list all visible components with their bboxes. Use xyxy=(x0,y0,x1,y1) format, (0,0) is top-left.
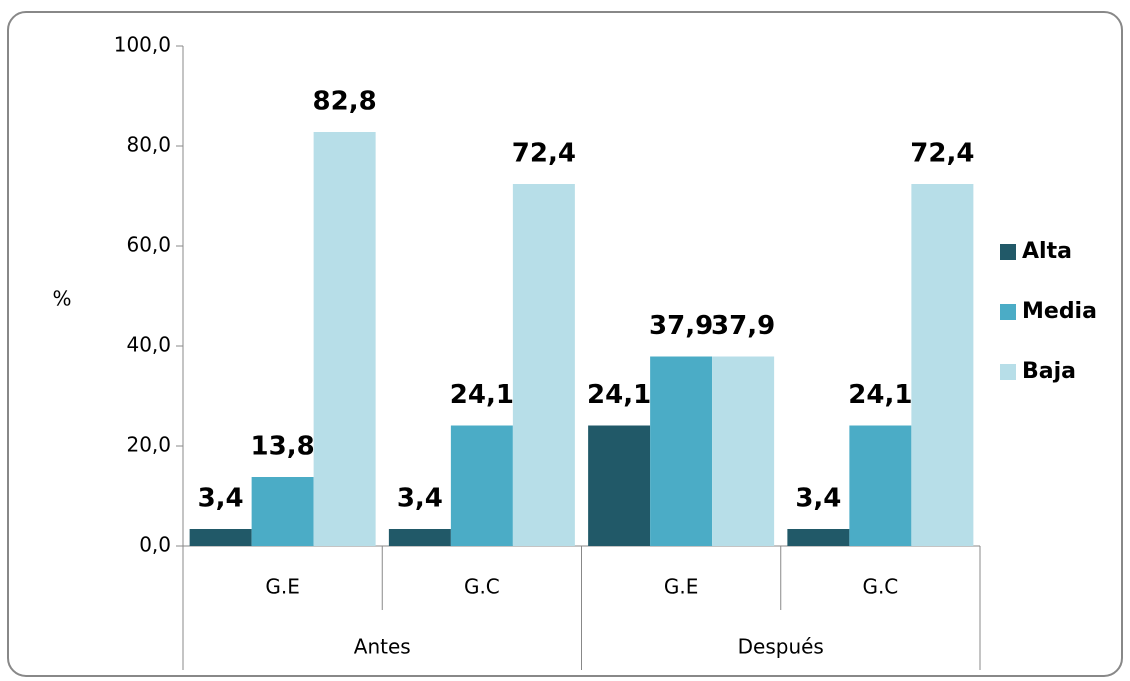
x-tick-label: G.E xyxy=(265,575,300,599)
data-label: 3,4 xyxy=(198,484,244,514)
y-axis-label: % xyxy=(52,287,71,311)
bar xyxy=(313,132,376,546)
data-label: 37,9 xyxy=(711,311,775,341)
bar xyxy=(712,356,775,546)
bar xyxy=(251,477,314,546)
bar xyxy=(450,425,513,546)
data-label: 13,8 xyxy=(251,432,315,462)
bar xyxy=(787,529,850,546)
legend-swatch xyxy=(1000,304,1016,320)
data-label: 24,1 xyxy=(848,380,912,410)
legend-label: Baja xyxy=(1022,359,1076,384)
data-label: 24,1 xyxy=(450,380,514,410)
bar xyxy=(650,356,713,546)
group-label: Antes xyxy=(354,635,411,659)
bar xyxy=(512,184,575,546)
bar xyxy=(849,425,912,546)
legend-swatch xyxy=(1000,244,1016,260)
data-label: 24,1 xyxy=(587,380,651,410)
bar xyxy=(388,529,451,546)
y-tick-label: 40,0 xyxy=(126,333,171,357)
y-tick-label: 20,0 xyxy=(126,433,171,457)
legend-label: Media xyxy=(1022,299,1097,324)
data-label: 37,9 xyxy=(649,311,713,341)
y-tick-label: 0,0 xyxy=(139,533,171,557)
bar xyxy=(588,425,651,546)
group-label: Después xyxy=(738,635,824,659)
data-label: 3,4 xyxy=(795,484,841,514)
bar xyxy=(911,184,974,546)
y-tick-label: 80,0 xyxy=(126,133,171,157)
x-tick-label: G.E xyxy=(664,575,699,599)
data-label: 72,4 xyxy=(910,139,974,169)
y-tick-label: 60,0 xyxy=(126,233,171,257)
data-label: 82,8 xyxy=(313,87,377,117)
legend-swatch xyxy=(1000,364,1016,380)
legend-label: Alta xyxy=(1022,239,1072,264)
x-tick-label: G.C xyxy=(464,575,500,599)
y-tick-label: 100,0 xyxy=(114,33,171,57)
data-label: 3,4 xyxy=(397,484,443,514)
x-tick-label: G.C xyxy=(862,575,898,599)
bar xyxy=(189,529,252,546)
data-label: 72,4 xyxy=(512,139,576,169)
